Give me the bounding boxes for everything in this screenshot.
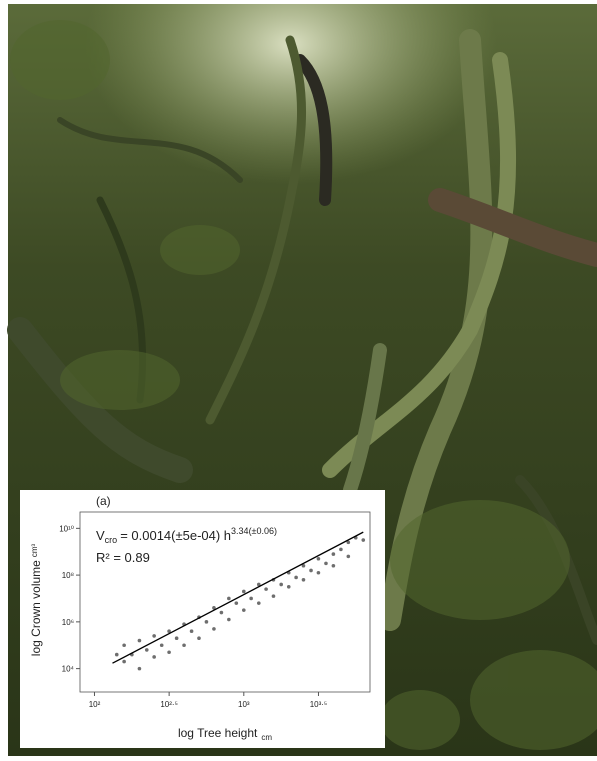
equation-lhs-sub: cro (105, 535, 118, 545)
data-point (249, 596, 253, 601)
plot-frame (79, 511, 371, 693)
data-point (279, 582, 283, 587)
y-axis-label-unit: cm³ (30, 543, 39, 557)
y-tick-label: 10¹⁰ (59, 524, 74, 533)
data-point (242, 589, 246, 594)
data-point (167, 629, 171, 634)
data-point (114, 652, 119, 657)
y-tick-label: 10⁶ (62, 618, 74, 627)
data-point (339, 547, 343, 552)
x-tick-label: 10³ (238, 700, 250, 709)
data-point (301, 577, 306, 582)
data-point (152, 634, 156, 638)
data-point (324, 561, 328, 566)
data-point (294, 575, 298, 580)
data-point (204, 620, 209, 624)
equation-rhs: = 0.0014(±5e-04) h (120, 528, 231, 543)
data-point (144, 648, 149, 652)
x-axis-label-text: log Tree height (178, 726, 258, 740)
data-point (242, 608, 246, 612)
data-point (174, 636, 179, 641)
data-point (159, 643, 164, 648)
r-squared: R² = 0.89 (96, 550, 150, 565)
data-point (167, 650, 171, 655)
data-point (122, 643, 126, 648)
forest-photo (7, 4, 597, 756)
inset-panel (20, 490, 385, 748)
data-point (316, 556, 321, 561)
y-tick-label: 10⁸ (62, 571, 74, 580)
x-axis-label: log Tree height cm (178, 726, 272, 742)
x-tick-label: 10² (89, 700, 101, 709)
data-point (137, 666, 142, 671)
fit-line (112, 531, 364, 664)
data-point (227, 617, 231, 622)
y-tick-label: 10⁴ (62, 665, 75, 674)
data-point (256, 582, 261, 587)
data-point (316, 570, 321, 575)
data-point (301, 563, 306, 568)
data-point (346, 540, 351, 545)
y-axis-label-text: log Crown volume (29, 560, 43, 656)
panel-label: (a) (96, 494, 111, 508)
equation-exponent: 3.34(±0.06) (231, 526, 277, 536)
data-point (234, 601, 239, 605)
x-tick-label: 10³·⁵ (310, 700, 328, 709)
data-point (331, 552, 336, 556)
data-point (331, 563, 336, 568)
data-point (271, 594, 276, 598)
equation: Vcro = 0.0014(±5e-04) h3.34(±0.06) (96, 526, 277, 545)
data-point (189, 629, 194, 634)
x-axis-label-unit: cm (261, 733, 272, 742)
data-point (309, 568, 313, 573)
data-point (286, 584, 291, 589)
data-point (197, 636, 201, 641)
data-point (212, 627, 216, 631)
data-point (122, 659, 126, 664)
data-point (264, 587, 268, 591)
data-point (212, 606, 216, 610)
data-point (219, 610, 224, 615)
y-axis-label: log Crown volume cm³ (29, 543, 43, 656)
data-point (361, 538, 366, 542)
x-tick-label: 10²·⁵ (160, 700, 178, 709)
data-point (152, 655, 156, 659)
equation-lhs: V (96, 528, 105, 543)
data-point (227, 596, 231, 601)
data-point (137, 638, 142, 643)
data-point (182, 643, 186, 648)
data-point (256, 601, 261, 605)
data-point (346, 554, 351, 559)
